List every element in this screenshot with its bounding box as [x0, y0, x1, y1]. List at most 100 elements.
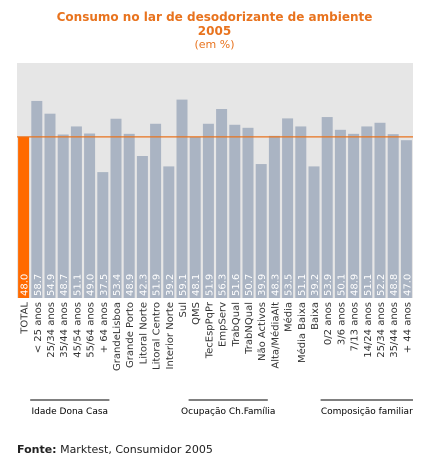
- bar-6: [97, 172, 109, 298]
- category-label-3: 35/44 anos: [59, 302, 70, 358]
- value-label-14: 51.9: [204, 274, 215, 296]
- category-label-27: 25/34 anos: [376, 302, 387, 358]
- category-label-8: Grande Porto: [125, 302, 136, 368]
- source-text: Marktest, Consumidor 2005: [60, 443, 213, 456]
- plot-background: [17, 63, 413, 298]
- bar-9: [136, 155, 148, 298]
- bar-1: [31, 100, 43, 298]
- bar-11: [163, 166, 175, 298]
- category-label-18: Não Activos: [257, 302, 268, 361]
- category-label-5: 55/64 anos: [86, 302, 97, 358]
- value-label-18: 39.9: [257, 274, 268, 296]
- bar-18: [255, 164, 267, 298]
- category-label-23: 0/2 anos: [323, 302, 334, 345]
- value-label-28: 48.8: [389, 274, 400, 296]
- category-label-26: 14/24 anos: [363, 302, 374, 358]
- bars-group: [18, 99, 412, 299]
- value-label-19: 48.3: [270, 274, 281, 296]
- category-label-7: GrandeLisboa: [112, 302, 123, 371]
- bar-23: [321, 117, 333, 298]
- category-label-17: TrabNQual: [244, 302, 255, 355]
- bar-22: [308, 166, 320, 298]
- value-label-29: 47.0: [402, 274, 413, 296]
- category-label-6: + 64 anos: [99, 302, 110, 353]
- bar-0: [18, 136, 30, 298]
- value-label-11: 39.2: [165, 274, 176, 296]
- bar-21: [295, 126, 307, 298]
- bar-15: [216, 108, 228, 298]
- bar-12: [176, 99, 188, 298]
- value-label-20: 53.5: [284, 274, 295, 296]
- category-label-22: Baixa: [310, 302, 321, 330]
- chart-year: 2005: [197, 24, 232, 38]
- category-label-0: TOTAL: [20, 302, 31, 335]
- bar-chart: 48.0 58.7 54.9 48.7 51.1 49.0 37.5 53.4 48.9 42.3…: [17, 63, 414, 417]
- bar-20: [282, 118, 294, 299]
- bar-5: [84, 133, 96, 298]
- category-label-16: TrabQual: [231, 302, 242, 347]
- group-label-1: Ocupação Ch.Família: [181, 407, 275, 417]
- category-label-13: QMS: [191, 302, 202, 325]
- category-label-10: Litoral Centro: [152, 302, 163, 370]
- category-label-14: TecEspPqPr: [204, 301, 215, 359]
- category-label-12: Sul: [178, 302, 189, 317]
- bar-25: [348, 133, 360, 298]
- category-label-2: 25/34 anos: [46, 302, 57, 358]
- group-label-0: Idade Dona Casa: [32, 407, 109, 417]
- category-label-4: 45/54 anos: [72, 302, 83, 358]
- category-label-21: Média Baixa: [296, 302, 308, 363]
- value-label-27: 52.2: [376, 274, 387, 296]
- category-label-24: 3/6 anos: [336, 302, 347, 345]
- group-label-2: Composição familiar: [321, 407, 413, 417]
- group-brackets: Idade Dona Casa Ocupação Ch.Família Compos…: [30, 399, 413, 417]
- bar-3: [57, 134, 69, 298]
- value-labels-group: 48.0 58.7 54.9 48.7 51.1 49.0 37.5 53.4 48.9 42.3…: [20, 274, 414, 296]
- bar-10: [150, 123, 162, 298]
- value-label-0: 48.0: [20, 274, 31, 296]
- source-note: Fonte: Marktest, Consumidor 2005: [17, 443, 213, 456]
- bar-29: [400, 140, 412, 298]
- value-label-1: 58.7: [33, 274, 44, 296]
- value-label-21: 51.1: [297, 274, 308, 296]
- bar-17: [242, 127, 254, 299]
- value-label-8: 48.9: [125, 274, 136, 296]
- bar-14: [202, 123, 214, 298]
- bar-26: [361, 126, 373, 298]
- value-label-25: 48.9: [350, 274, 361, 296]
- bar-7: [110, 118, 122, 298]
- value-label-26: 51.1: [363, 274, 374, 296]
- bar-28: [387, 134, 399, 298]
- value-label-5: 49.0: [86, 274, 97, 296]
- bar-4: [70, 126, 82, 298]
- bar-16: [229, 124, 241, 299]
- category-label-15: EmpServ: [218, 302, 229, 347]
- bar-24: [334, 129, 346, 298]
- source-label: Fonte:: [17, 443, 57, 456]
- value-label-23: 53.9: [323, 274, 334, 296]
- value-label-17: 50.7: [244, 274, 255, 296]
- value-label-10: 51.9: [152, 274, 163, 296]
- value-label-7: 53.4: [112, 274, 123, 296]
- category-label-11: Interior Norte: [165, 302, 176, 369]
- value-label-6: 37.5: [99, 274, 110, 296]
- value-label-4: 51.1: [72, 274, 83, 296]
- chart-subtitle: (em %): [194, 38, 235, 51]
- bar-2: [44, 113, 56, 298]
- value-label-3: 48.7: [59, 274, 70, 296]
- value-label-2: 54.9: [46, 274, 57, 296]
- category-label-20: Média: [283, 302, 295, 332]
- category-label-1: < 25 anos: [33, 302, 44, 353]
- value-label-13: 48.1: [191, 274, 202, 296]
- category-label-28: 35/44 anos: [389, 302, 400, 358]
- value-label-24: 50.1: [336, 274, 347, 296]
- category-label-19: Alta/MédiaAlt: [269, 302, 281, 369]
- value-label-16: 51.6: [231, 274, 242, 296]
- value-label-12: 59.1: [178, 274, 189, 296]
- value-label-9: 42.3: [138, 274, 149, 296]
- bar-13: [189, 136, 201, 298]
- bar-8: [123, 133, 135, 298]
- category-label-9: Litoral Norte: [138, 302, 149, 364]
- bar-19: [268, 135, 280, 298]
- bar-27: [374, 122, 386, 298]
- value-label-15: 56.3: [218, 274, 229, 296]
